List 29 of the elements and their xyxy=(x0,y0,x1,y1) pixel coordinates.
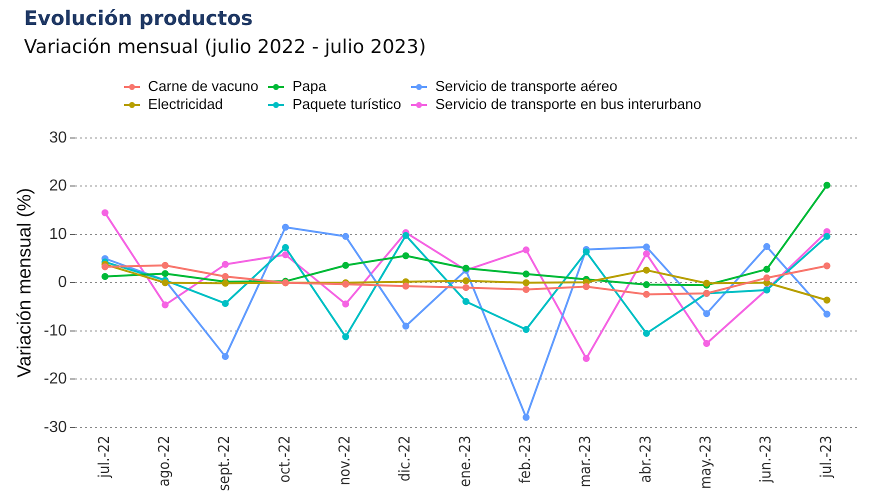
chart-subtitle: Variación mensual (julio 2022 - julio 2023) xyxy=(24,36,426,58)
x-tick-label: feb.-23 xyxy=(516,435,534,484)
y-tick-label: 10 xyxy=(49,226,68,243)
x-tick-label: ago.-22 xyxy=(155,435,174,487)
x-tick-label: sept.-22 xyxy=(215,435,234,492)
x-tick-label: jun.-23 xyxy=(756,435,775,484)
legend-label: Electricidad xyxy=(148,97,223,113)
x-tick-label: jul.-23 xyxy=(816,435,835,479)
legend-label: Paquete turístico xyxy=(292,97,402,113)
chart-title: Evolución productos xyxy=(24,6,253,30)
legend-label: Papa xyxy=(292,79,326,95)
x-tick-label: jul.-22 xyxy=(94,435,113,479)
x-tick-label: ene.-23 xyxy=(456,435,474,487)
x-tick-label: may.-23 xyxy=(696,435,714,490)
legend-label: Servicio de transporte en bus interurbano xyxy=(435,97,702,113)
y-tick-label: -20 xyxy=(44,370,68,388)
legend-label: Carne de vacuno xyxy=(148,79,258,95)
x-tick-label: abr.-23 xyxy=(636,435,654,483)
y-tick-label: -10 xyxy=(44,322,68,340)
y-tick-label: 0 xyxy=(58,274,68,292)
y-tick-label: 20 xyxy=(49,178,68,195)
x-tick-label: nov.-22 xyxy=(336,435,354,486)
x-tick-label: mar.-23 xyxy=(576,435,594,488)
y-axis-title: Variación mensual (%) xyxy=(14,188,36,378)
y-tick-label: -30 xyxy=(44,418,68,436)
x-tick-label: dic.-22 xyxy=(396,435,414,482)
x-tick-label: oct.-22 xyxy=(275,435,294,483)
y-tick-label: 30 xyxy=(49,129,68,146)
legend-label: Servicio de transporte aéreo xyxy=(435,79,618,95)
